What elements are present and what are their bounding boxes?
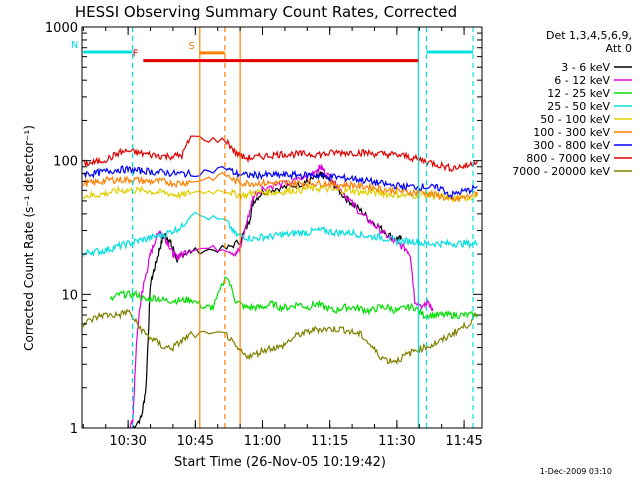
series-line bbox=[132, 170, 402, 428]
y-axis-label: Corrected Count Rate (s⁻¹ detector⁻¹) bbox=[22, 125, 36, 351]
marker-layer bbox=[83, 27, 474, 428]
y-tick-label-1: 10 bbox=[61, 288, 78, 303]
series-8 bbox=[82, 308, 478, 366]
legend-label-1: 6 - 12 keV bbox=[554, 74, 610, 87]
flag-label-0: S bbox=[188, 41, 194, 52]
x-tick-label-3: 11:15 bbox=[311, 434, 348, 449]
legend-header-line1: Det 1,3,4,5,6,9, bbox=[546, 29, 632, 42]
series-line bbox=[127, 164, 434, 428]
x-axis-label: Start Time (26-Nov-05 10:19:42) bbox=[174, 455, 386, 470]
x-tick-label-5: 11:45 bbox=[445, 434, 482, 449]
chart-title: HESSI Observing Summary Count Rates, Cor… bbox=[75, 3, 457, 21]
legend-label-7: 800 - 7000 keV bbox=[526, 152, 610, 165]
x-tick-label-1: 10:45 bbox=[177, 434, 214, 449]
x-tick-label-2: 11:00 bbox=[244, 434, 281, 449]
x-tick-label-4: 11:30 bbox=[378, 434, 415, 449]
axes-layer: S F N 10:30 10:45 11:00 11:15 11:30 11:45 1 10 100 1… bbox=[45, 21, 483, 449]
flag-label-2: N bbox=[71, 40, 78, 51]
legend-label-0: 3 - 6 keV bbox=[561, 61, 610, 74]
x-tick-label-0: 10:30 bbox=[109, 434, 146, 449]
series-line bbox=[82, 135, 479, 173]
footer-date: 1-Dec-2009 03:10 bbox=[540, 467, 612, 476]
series-3 bbox=[82, 211, 478, 257]
y-tick-label-0: 1 bbox=[70, 422, 78, 437]
series-1 bbox=[127, 164, 434, 428]
series-line bbox=[82, 308, 478, 366]
y-tick-label-2: 100 bbox=[53, 155, 78, 170]
legend-label-4: 50 - 100 keV bbox=[540, 113, 610, 126]
series-4 bbox=[83, 183, 479, 203]
series-line bbox=[82, 165, 478, 200]
legend-label-8: 7000 - 20000 keV bbox=[512, 165, 610, 178]
series-0 bbox=[132, 170, 402, 428]
series-line bbox=[83, 183, 479, 203]
flag-labels: SFN bbox=[71, 40, 195, 60]
series-line bbox=[82, 211, 478, 257]
legend-label-3: 25 - 50 keV bbox=[547, 100, 610, 113]
series-line bbox=[82, 171, 479, 203]
legend-label-5: 100 - 300 keV bbox=[533, 126, 610, 139]
y-tick-label-3: 1000 bbox=[45, 21, 78, 36]
legend-label-6: 300 - 800 keV bbox=[533, 139, 610, 152]
plot-frame bbox=[81, 26, 483, 429]
series-7 bbox=[82, 135, 479, 173]
series-5 bbox=[82, 171, 479, 203]
series-6 bbox=[82, 165, 478, 200]
flag-label-1: F bbox=[133, 49, 139, 60]
legend-header-line2: Att 0 bbox=[606, 42, 632, 55]
legend-label-2: 12 - 25 keV bbox=[547, 87, 610, 100]
